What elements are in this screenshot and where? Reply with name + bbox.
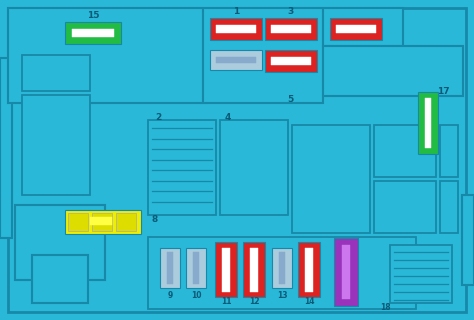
Bar (216, 26, 256, 33)
Bar (279, 252, 285, 284)
Bar (272, 248, 292, 288)
Bar (220, 120, 288, 215)
Bar (440, 181, 458, 233)
Bar (148, 120, 216, 215)
Bar (0, 58, 12, 238)
Text: 1: 1 (233, 7, 239, 17)
Bar (265, 18, 317, 40)
Bar (298, 242, 320, 297)
Text: 9: 9 (167, 291, 173, 300)
Bar (210, 50, 262, 70)
Bar (250, 247, 257, 292)
Bar (243, 242, 265, 297)
Text: 2: 2 (155, 114, 161, 123)
Bar (167, 252, 173, 284)
Bar (425, 98, 431, 148)
Bar (72, 29, 114, 36)
Text: 8: 8 (152, 215, 158, 225)
Bar (160, 248, 180, 288)
Bar (271, 58, 311, 65)
Text: 4: 4 (225, 114, 231, 123)
Bar (8, 8, 203, 103)
Bar (193, 252, 199, 284)
Bar (65, 22, 121, 44)
Bar (216, 57, 256, 63)
Bar (15, 205, 105, 280)
Bar (336, 26, 376, 33)
Bar (390, 245, 452, 303)
Bar (222, 247, 229, 292)
Text: 17: 17 (437, 87, 449, 97)
Bar (92, 213, 112, 231)
Bar (323, 8, 403, 46)
Text: 12: 12 (249, 298, 259, 307)
Bar (22, 95, 90, 195)
Bar (462, 195, 474, 285)
Bar (374, 125, 436, 177)
Bar (271, 26, 311, 33)
Bar (330, 18, 382, 40)
Bar (292, 125, 370, 233)
Text: 10: 10 (191, 291, 201, 300)
Bar (32, 255, 88, 303)
Bar (265, 50, 317, 72)
Bar (90, 217, 112, 225)
Bar (116, 213, 136, 231)
Bar (203, 8, 323, 103)
Bar (440, 125, 458, 177)
Bar (342, 245, 350, 299)
Bar (323, 46, 463, 96)
Bar (210, 18, 262, 40)
Text: 13: 13 (277, 291, 287, 300)
Bar (334, 238, 358, 306)
Text: 18: 18 (380, 303, 390, 313)
Bar (374, 181, 436, 233)
Bar (305, 247, 312, 292)
Bar (148, 237, 416, 309)
Text: 14: 14 (304, 298, 314, 307)
Bar (65, 210, 141, 234)
Text: 15: 15 (87, 12, 99, 20)
Bar (215, 242, 237, 297)
Text: 11: 11 (221, 298, 231, 307)
Bar (22, 55, 90, 91)
Text: 3: 3 (288, 7, 294, 17)
Text: 5: 5 (287, 95, 293, 105)
Bar (418, 92, 438, 154)
Bar (68, 213, 88, 231)
Bar (186, 248, 206, 288)
